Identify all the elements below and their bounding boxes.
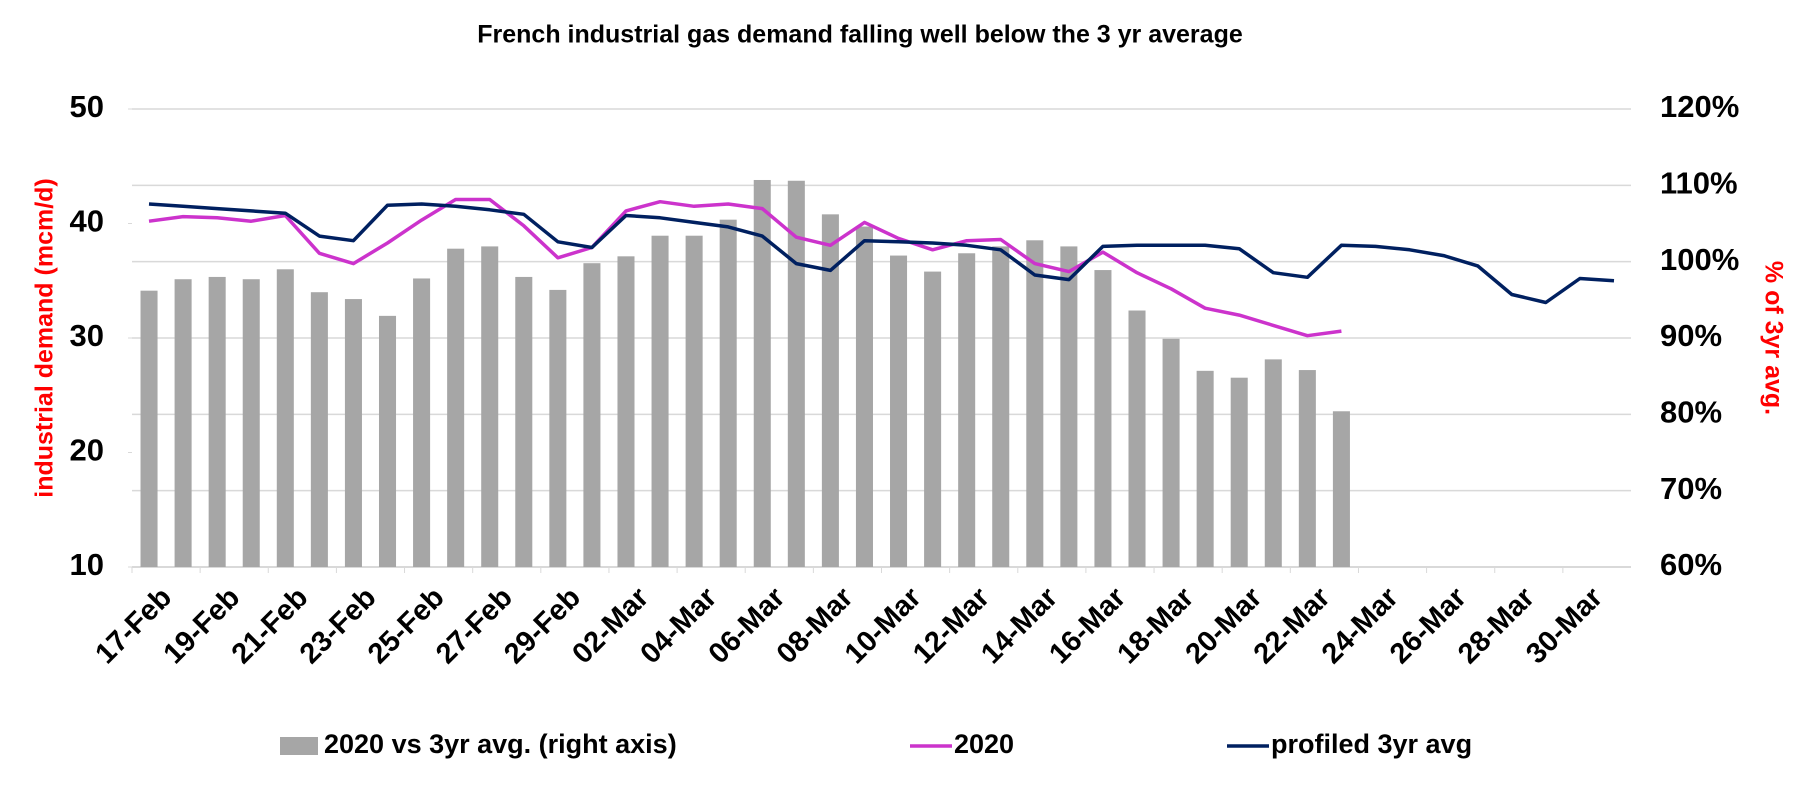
legend-label: 2020 vs 3yr avg. (right axis) — [324, 729, 677, 759]
bar — [208, 276, 226, 567]
bar — [549, 289, 567, 567]
x-tick-label: 18-Mar — [1111, 581, 1200, 670]
bar — [344, 299, 362, 567]
y2-tick-label: 110% — [1660, 166, 1738, 201]
y2-tick-label: 90% — [1660, 318, 1722, 353]
y2-tick-label: 120% — [1660, 89, 1739, 124]
x-tick-label: 21-Feb — [226, 581, 315, 670]
y2-axis-title: % of 3yr avg. — [1759, 261, 1787, 415]
y2-tick-label: 80% — [1660, 395, 1722, 430]
x-tick-label: 26-Mar — [1384, 581, 1473, 670]
chart-title: French industrial gas demand falling wel… — [477, 21, 1243, 49]
y-tick-label: 50 — [70, 89, 104, 124]
x-tick-label: 06-Mar — [703, 581, 792, 670]
bar — [242, 279, 260, 567]
bar — [583, 263, 601, 567]
bar — [1298, 370, 1316, 567]
bar — [685, 235, 703, 568]
bar — [1026, 240, 1044, 567]
bar — [1264, 359, 1282, 567]
bar — [1230, 377, 1248, 567]
bar — [1128, 310, 1146, 567]
x-tick-label: 30-Mar — [1520, 581, 1609, 670]
bar — [617, 256, 635, 567]
bar — [719, 219, 737, 567]
y-tick-label: 30 — [70, 318, 104, 353]
y2-tick-label: 70% — [1660, 471, 1722, 506]
bar — [651, 235, 669, 568]
bar — [1332, 411, 1350, 567]
bar — [855, 226, 873, 567]
bar — [1094, 270, 1112, 567]
x-tick-label: 02-Mar — [566, 581, 655, 670]
x-tick-label: 22-Mar — [1248, 581, 1337, 670]
x-tick-label: 24-Mar — [1316, 581, 1405, 670]
bar — [1196, 370, 1214, 567]
x-tick-label: 20-Mar — [1180, 581, 1269, 670]
line — [148, 197, 1342, 338]
x-tick-label: 25-Feb — [362, 581, 451, 670]
x-tick-label: 10-Mar — [839, 581, 928, 670]
bar — [174, 279, 192, 567]
bar — [140, 290, 158, 567]
x-tick-label: 12-Mar — [907, 581, 996, 670]
bar — [276, 269, 294, 567]
x-tick-label: 08-Mar — [771, 581, 860, 670]
x-tick-label: 29-Feb — [498, 581, 587, 670]
bar — [958, 253, 976, 567]
bar — [447, 248, 465, 567]
y2-tick-label: 100% — [1660, 242, 1739, 277]
legend-label: 2020 — [954, 729, 1014, 759]
y-tick-label: 10 — [70, 547, 104, 582]
x-tick-label: 28-Mar — [1452, 581, 1541, 670]
legend-swatch — [280, 737, 318, 755]
bar — [378, 315, 397, 567]
bar — [481, 246, 499, 567]
x-tick-label: 14-Mar — [975, 581, 1064, 670]
x-tick-label: 17-Feb — [89, 581, 178, 670]
x-tick-label: 19-Feb — [158, 581, 247, 670]
bar — [1060, 246, 1078, 567]
bar — [821, 214, 839, 567]
bar — [992, 246, 1010, 567]
y2-tick-label: 60% — [1660, 547, 1722, 582]
bar — [890, 255, 908, 567]
bar — [515, 276, 533, 567]
bar — [310, 292, 328, 567]
line — [148, 202, 1615, 305]
bar — [753, 179, 771, 568]
y-tick-label: 20 — [70, 433, 104, 468]
bar — [413, 278, 431, 567]
x-tick-label: 16-Mar — [1043, 581, 1132, 670]
bar — [924, 271, 942, 567]
y-axis-title: industrial demand (mcm/d) — [31, 178, 59, 497]
bar — [1162, 338, 1180, 567]
legend-label: profiled 3yr avg — [1271, 729, 1472, 759]
x-tick-label: 23-Feb — [294, 581, 383, 670]
x-tick-label: 04-Mar — [634, 581, 723, 670]
y-tick-label: 40 — [70, 204, 104, 239]
x-tick-label: 27-Feb — [430, 581, 519, 670]
bar — [787, 180, 805, 567]
